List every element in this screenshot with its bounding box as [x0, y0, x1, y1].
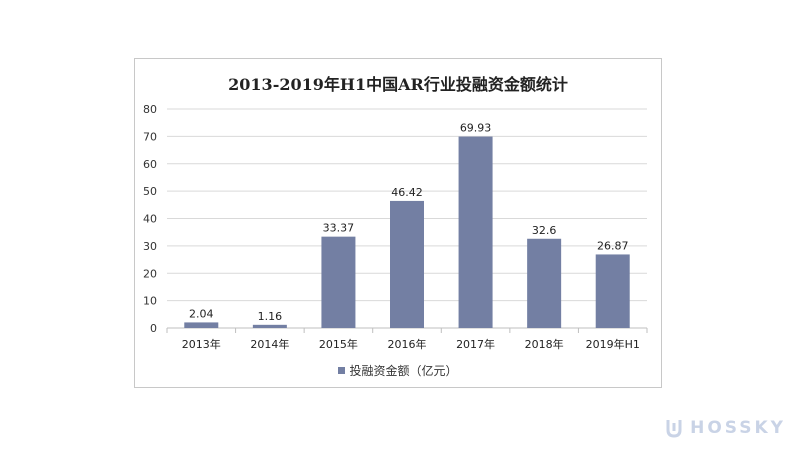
- legend-swatch: [338, 367, 346, 374]
- x-tick-label: 2016年: [388, 337, 427, 351]
- bar: [527, 238, 562, 328]
- bar: [321, 236, 356, 328]
- data-label: 1.16: [258, 310, 283, 323]
- chart-title: 2013-2019年H1中国AR行业投融资金额统计: [228, 75, 568, 94]
- data-label: 33.37: [323, 222, 355, 235]
- x-tick-label: 2015年: [319, 337, 358, 351]
- data-label: 46.42: [391, 186, 423, 199]
- bar: [458, 136, 493, 328]
- x-tick-label: 2017年: [456, 337, 495, 351]
- watermark-text: HOSSKY: [690, 418, 786, 438]
- y-tick-label: 80: [143, 103, 157, 116]
- y-tick-label: 30: [143, 240, 157, 253]
- bar: [184, 322, 219, 328]
- data-label: 2.04: [189, 307, 214, 320]
- y-tick-label: 40: [143, 213, 157, 226]
- bar: [595, 254, 630, 328]
- x-tick-label: 2019年H1: [586, 337, 640, 351]
- y-tick-label: 60: [143, 158, 157, 171]
- bar: [252, 324, 287, 328]
- data-label: 32.6: [532, 224, 557, 237]
- x-tick-label: 2014年: [250, 337, 289, 351]
- watermark: HOSSKY: [664, 418, 786, 438]
- data-label: 69.93: [460, 122, 492, 135]
- y-tick-label: 0: [150, 322, 157, 335]
- bar-chart: 0 10 20 30 40 50 60 70 80 2.04 2013年 1.16 2014年 33.37…: [143, 103, 648, 351]
- y-tick-label: 20: [143, 267, 157, 280]
- y-tick-label: 50: [143, 185, 157, 198]
- bar: [390, 200, 424, 328]
- x-tick-label: 2013年: [182, 337, 221, 351]
- y-tick-label: 70: [143, 130, 157, 143]
- data-label: 26.87: [597, 239, 629, 252]
- hossky-logo-icon: [666, 420, 682, 438]
- legend-label: 投融资金额（亿元）: [349, 364, 458, 378]
- chart-frame: 2013-2019年H1中国AR行业投融资金额统计 0 10 20 30 40 50 60 7…: [134, 58, 662, 388]
- legend: 投融资金额（亿元）: [135, 362, 661, 379]
- x-tick-label: 2018年: [525, 337, 564, 351]
- y-tick-label: 10: [143, 295, 157, 308]
